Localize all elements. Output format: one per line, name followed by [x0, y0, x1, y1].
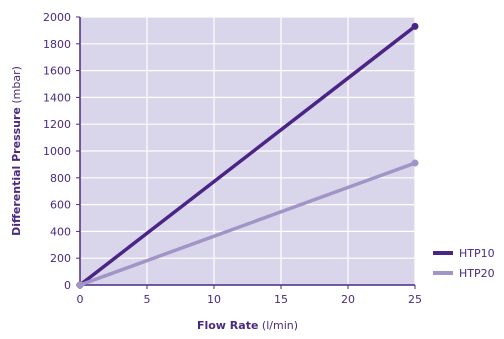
x-tick-label: 20	[341, 293, 355, 306]
x-axis-title-bold: Flow Rate	[197, 319, 258, 332]
y-tick-label: 1800	[43, 38, 71, 51]
y-ticks: 0 200 400 600 800 1000 1200 1400 1600 1800 2000	[43, 11, 80, 292]
y-tick-label: 0	[64, 279, 71, 292]
x-tick-label: 15	[274, 293, 288, 306]
y-tick-label: 600	[50, 199, 71, 212]
y-tick-label: 2000	[43, 11, 71, 24]
series-line-htp10	[78, 24, 417, 287]
x-tick-label: 5	[144, 293, 151, 306]
x-ticks: 0 5 10 15 20 25	[77, 285, 422, 306]
y-axis-title: Differential Pressure (mbar)	[10, 66, 23, 236]
y-tick-label: 400	[50, 225, 71, 238]
y-tick-label: 1200	[43, 118, 71, 131]
y-tick-label: 800	[50, 172, 71, 185]
series-lines	[76, 22, 419, 289]
y-tick-label: 1600	[43, 65, 71, 78]
x-axis-title-unit: (l/min)	[258, 319, 298, 332]
x-axis-title: Flow Rate (l/min)	[197, 319, 298, 332]
y-tick-label: 200	[50, 252, 71, 265]
legend: HTP10 HTP20	[433, 247, 495, 280]
x-tick-label: 10	[207, 293, 221, 306]
series-line-htp20	[78, 161, 417, 287]
y-tick-label: 1000	[43, 145, 71, 158]
x-tick-label: 25	[408, 293, 422, 306]
y-tick-label: 1400	[43, 91, 71, 104]
x-tick-label: 0	[77, 293, 84, 306]
legend-label-htp20: HTP20	[459, 267, 495, 280]
data-point-htp20	[411, 159, 419, 167]
data-point-htp10	[411, 22, 419, 30]
grid	[80, 16, 416, 285]
y-axis-title-unit: (mbar)	[10, 66, 23, 107]
y-axis-title-bold: Differential Pressure	[10, 107, 23, 236]
data-point-htp20	[76, 281, 84, 289]
legend-label-htp10: HTP10	[459, 247, 495, 260]
